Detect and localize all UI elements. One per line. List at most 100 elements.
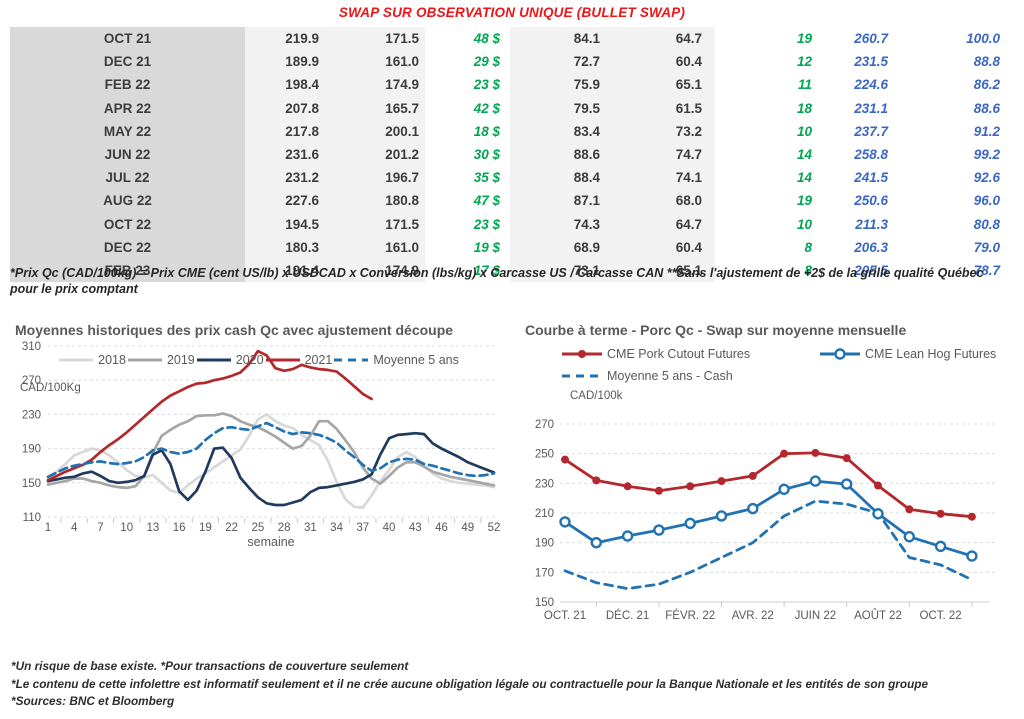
month-cell: JUN 22 (10, 142, 245, 167)
chart-historical-prices: Moyennes historiques des prix cash Qc av… (10, 320, 506, 654)
svg-text:28: 28 (278, 522, 291, 534)
value-cell: 83.4 (510, 119, 610, 143)
svg-text:22: 22 (225, 522, 238, 534)
svg-text:16: 16 (173, 522, 186, 534)
svg-text:46: 46 (435, 522, 448, 534)
value-cell: 196.7 (325, 166, 425, 190)
value-cell: 14 (796, 170, 812, 186)
series-cme-lean-hog-futures (563, 479, 974, 558)
legend-item-2019: 2019 (126, 353, 195, 367)
value-cell: 29 $ (473, 54, 500, 70)
table-row: DEC 21 189.9 161.0 29 $ 72.7 60.4 12 231.5 88.8 (10, 50, 1014, 74)
table-row: OCT 21 219.9 171.5 48 $ 84.1 64.7 19 260.7 100.0 (10, 27, 1014, 51)
value-cell: 219.9 (245, 27, 325, 51)
chart-right-y-unit: CAD/100k (570, 390, 623, 402)
value-cell: 79.0 (973, 239, 1000, 255)
value-cell: 88.6 (510, 142, 610, 167)
legend-swatch-icon (334, 358, 369, 362)
chart-left-y-unit: CAD/100Kg (20, 382, 81, 394)
value-cell: 64.7 (610, 212, 715, 236)
footer-line-2: *Le contenu de cette infolettre est info… (11, 676, 929, 691)
svg-text:AVR. 22: AVR. 22 (732, 610, 774, 622)
svg-text:110: 110 (23, 512, 41, 524)
value-cell: 205.5 (854, 262, 888, 278)
legend-swatch-icon (820, 348, 860, 360)
value-cell: 65.1 (610, 258, 715, 283)
value-cell: 30 $ (473, 146, 500, 162)
value-cell: 180.8 (325, 189, 425, 213)
value-cell: 200.1 (325, 119, 425, 143)
value-cell: 231.2 (245, 166, 325, 190)
value-cell: 165.7 (325, 96, 425, 120)
legend-label: Moyenne 5 ans (373, 353, 459, 367)
table-row: MAY 22 217.8 200.1 18 $ 83.4 73.2 10 237.7 91.2 (10, 119, 1014, 143)
legend-swatch-icon (562, 350, 602, 358)
value-cell: 189.9 (245, 50, 325, 74)
value-cell: 68.0 (610, 189, 715, 213)
value-cell: 87.1 (510, 189, 610, 213)
value-cell: 171.5 (325, 27, 425, 51)
value-cell: 61.5 (610, 96, 715, 120)
value-cell: 12 (796, 54, 812, 70)
chart-left-title: Moyennes historiques des prix cash Qc av… (15, 322, 454, 338)
legend-label: CME Pork Cutout Futures (607, 347, 751, 361)
value-cell: 191.4 (245, 258, 325, 283)
value-cell: 237.7 (854, 123, 888, 139)
value-cell: 48 $ (473, 31, 500, 46)
month-cell: JUL 22 (10, 166, 245, 190)
value-cell: 260.7 (854, 31, 888, 46)
value-cell: 79.5 (510, 96, 610, 120)
svg-text:190: 190 (22, 444, 41, 456)
value-cell: 194.5 (245, 212, 325, 236)
value-cell: 174.9 (325, 258, 425, 283)
legend-label: 2020 (235, 353, 264, 367)
value-cell: 68.9 (510, 235, 610, 259)
value-cell: 96.0 (973, 193, 1000, 209)
value-cell: 86.2 (973, 77, 1000, 93)
page-title: SWAP SUR OBSERVATION UNIQUE (BULLET SWAP… (338, 5, 686, 20)
value-cell: 78.7 (973, 262, 1000, 278)
value-cell: 217.8 (245, 119, 325, 143)
svg-text:FÉVR. 22: FÉVR. 22 (665, 609, 715, 622)
legend-swatch-icon (127, 358, 162, 362)
value-cell: 75.9 (510, 73, 610, 97)
value-cell: 211.3 (855, 216, 888, 232)
svg-text:25: 25 (251, 522, 264, 534)
svg-text:OCT. 21: OCT. 21 (544, 610, 586, 622)
table-row: FEB 22 198.4 174.9 23 $ 75.9 65.1 11 224.6 86.2 (10, 73, 1014, 97)
value-cell: 23 $ (473, 216, 500, 232)
value-cell: 198.4 (245, 73, 325, 97)
svg-text:31: 31 (304, 522, 317, 534)
table-row: FEB 23 191.4 174.9 17 $ 73.1 65.1 8 205.5 78.7 (10, 258, 1014, 283)
value-cell: 10 (796, 123, 812, 139)
value-cell: 10 (796, 216, 812, 232)
svg-text:34: 34 (330, 522, 343, 534)
value-cell: 91.2 (973, 123, 1000, 139)
legend-swatch-icon (562, 374, 602, 378)
svg-text:52: 52 (488, 522, 501, 534)
series-2021 (46, 349, 373, 482)
legend-label: CME Lean Hog Futures (865, 347, 997, 361)
month-cell: FEB 23 (10, 258, 245, 283)
value-cell: 14 (796, 146, 812, 162)
month-cell: DEC 21 (10, 50, 245, 74)
value-cell: 180.3 (245, 235, 325, 259)
value-cell: 231.6 (245, 142, 325, 167)
table-row: OCT 22 194.5 171.5 23 $ 74.3 64.7 10 211.3 80.8 (10, 212, 1014, 236)
legend-item-2020: 2020 (195, 353, 264, 367)
svg-text:150: 150 (22, 478, 41, 490)
value-cell: 42 $ (473, 100, 500, 116)
value-cell: 174.9 (325, 73, 425, 97)
series-2018 (46, 413, 496, 509)
month-cell: OCT 22 (10, 212, 245, 236)
svg-text:230: 230 (535, 478, 554, 490)
legend-label: Moyenne 5 ans - Cash (607, 369, 733, 383)
month-cell: AUG 22 (10, 189, 245, 213)
value-cell: 250.6 (854, 193, 888, 209)
value-cell: 227.6 (245, 189, 325, 213)
value-cell: 84.1 (510, 27, 610, 51)
value-cell: 80.8 (973, 216, 1000, 232)
svg-text:AOÛT 22: AOÛT 22 (854, 609, 902, 622)
svg-text:7: 7 (97, 522, 103, 534)
table-row: DEC 22 180.3 161.0 19 $ 68.9 60.4 8 206.3 79.0 (10, 235, 1014, 259)
